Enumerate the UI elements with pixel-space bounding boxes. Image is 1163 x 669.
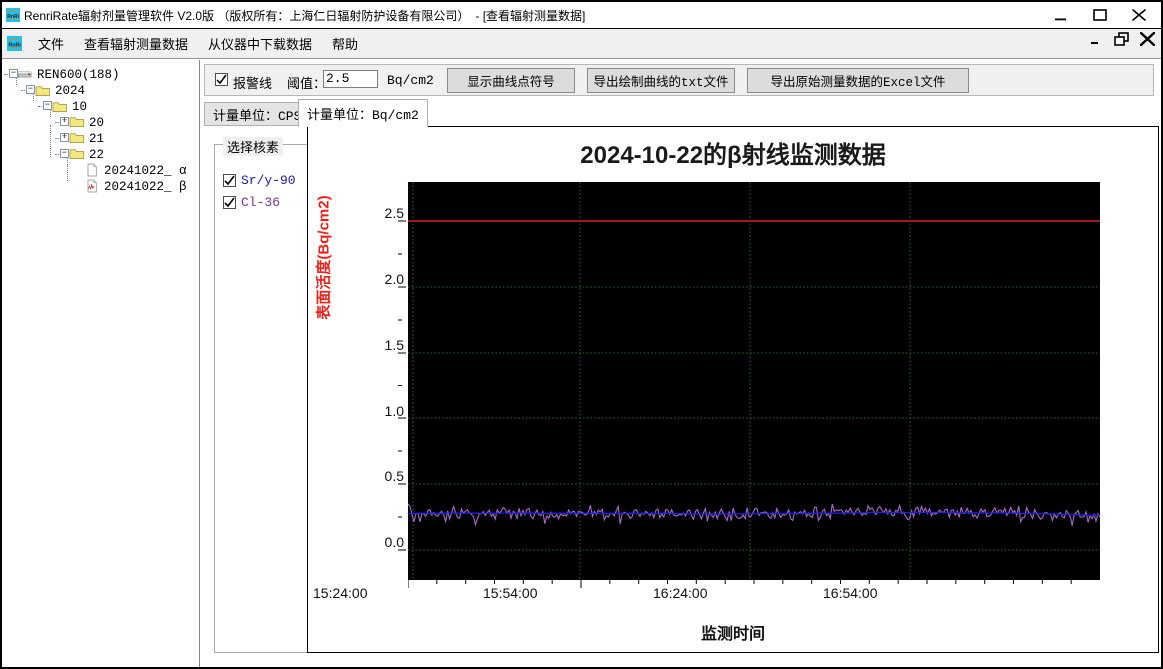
svg-text:RnRi: RnRi [8,43,21,49]
svg-text:RnRi: RnRi [7,14,19,20]
